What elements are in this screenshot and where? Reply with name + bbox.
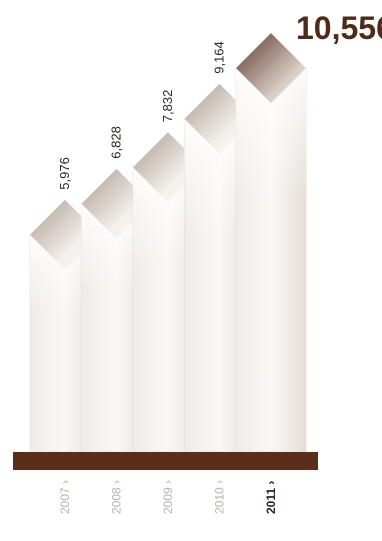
tick-label: 2008 › <box>110 480 124 514</box>
baseline-bar <box>13 452 318 470</box>
tick-label: 2011 › <box>264 481 278 514</box>
data-label: 7,832 <box>160 90 175 123</box>
data-label: 5,976 <box>57 157 72 190</box>
category-labels-group: 2007 › 2008 › 2009 › 2010 › 2011 › <box>58 480 278 514</box>
data-label: 10,556 <box>296 10 382 46</box>
tick-label: 2009 › <box>161 480 175 514</box>
bar-diamond-cap <box>236 33 306 104</box>
value-labels-group: 5,976 6,828 7,832 9,164 10,556 <box>57 10 382 190</box>
tick-label: 2007 › <box>58 480 72 514</box>
data-label: 9,164 <box>212 41 227 74</box>
bar-pillar-highlight <box>236 68 306 453</box>
data-label: 6,828 <box>109 126 124 159</box>
tick-label: 2010 › <box>213 480 227 514</box>
bars-group <box>29 33 307 453</box>
